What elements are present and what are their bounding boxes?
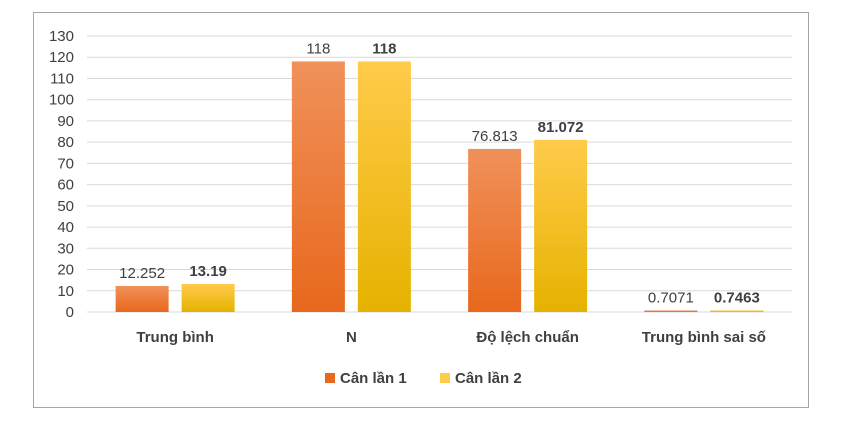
chart-frame: 0 10 20 30 40 50 60 70 80 90 100 110 120 130 12.252 13…: [33, 12, 809, 408]
legend-label: Cân lần 1: [340, 370, 407, 387]
data-label: 81.072: [538, 119, 584, 136]
gridlines: [87, 35, 792, 313]
category-label: N: [346, 329, 357, 346]
legend-swatch: [440, 373, 450, 383]
bar: [644, 310, 698, 312]
data-label: 118: [372, 40, 396, 57]
y-tick-label: 90: [57, 113, 74, 130]
bar: [291, 61, 345, 312]
data-label: 12.252: [119, 265, 165, 282]
legend-label: Cân lần 2: [455, 370, 522, 387]
bar: [534, 139, 588, 312]
bar: [468, 148, 522, 312]
y-tick-label: 20: [57, 262, 74, 279]
bar: [357, 61, 411, 312]
data-labels: 12.252 13.19 118 118 76.813 81.072 0.7071 0.746…: [119, 40, 760, 306]
y-tick-label: 130: [49, 28, 74, 45]
bar: [710, 310, 764, 312]
bar-chart: 0 10 20 30 40 50 60 70 80 90 100 110 120 130 12.252 13…: [49, 28, 792, 387]
bars: [115, 61, 764, 312]
y-tick-label: 80: [57, 134, 74, 151]
y-axis-ticks: 0 10 20 30 40 50 60 70 80 90 100 110 120 130: [49, 28, 74, 321]
category-labels: Trung bình N Độ lệch chuẩn Trung bình sai s…: [136, 329, 766, 346]
category-label: Trung bình sai số: [642, 329, 766, 346]
data-label: 13.19: [189, 263, 227, 280]
y-tick-label: 120: [49, 49, 74, 66]
category-label: Trung bình: [136, 329, 213, 346]
y-tick-label: 10: [57, 283, 74, 300]
data-label: 0.7463: [714, 289, 760, 306]
bar: [115, 285, 169, 312]
y-tick-label: 70: [57, 155, 74, 172]
bar: [181, 283, 235, 312]
data-label: 76.813: [472, 128, 518, 145]
y-tick-label: 100: [49, 92, 74, 109]
data-label: 0.7071: [648, 289, 694, 306]
y-tick-label: 50: [57, 198, 74, 215]
y-tick-label: 40: [57, 219, 74, 236]
data-label: 118: [306, 40, 330, 57]
y-tick-label: 0: [66, 304, 74, 321]
category-label: Độ lệch chuẩn: [476, 329, 579, 346]
legend: Cân lần 1 Cân lần 2: [325, 370, 522, 387]
y-tick-label: 110: [50, 70, 74, 87]
legend-swatch: [325, 373, 335, 383]
y-tick-label: 60: [57, 177, 74, 194]
y-tick-label: 30: [57, 240, 74, 257]
